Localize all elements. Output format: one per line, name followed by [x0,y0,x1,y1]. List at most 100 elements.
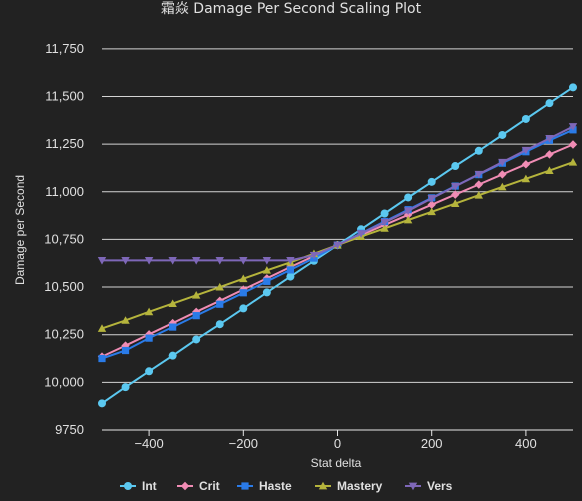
data-point-mastery [545,166,554,175]
data-point-int [521,114,530,123]
data-point-crit [427,200,436,209]
y-tick-label: 10,500 [44,279,84,294]
data-point-haste [98,354,106,363]
y-tick-label: 11,000 [45,184,84,199]
data-point-mastery [121,316,130,324]
data-point-vers [451,183,460,191]
data-point-haste [239,289,247,297]
data-point-vers [239,256,248,265]
data-point-crit [521,160,531,169]
x-axis-title: Stat delta [311,456,362,470]
data-point-int [145,367,154,376]
data-point-mastery [239,274,248,283]
data-point-vers [97,256,107,265]
data-point-int [192,335,201,344]
data-point-int [569,83,577,92]
data-point-mastery [168,299,177,308]
legend-item-vers[interactable]: Vers [405,479,453,493]
data-point-mastery [427,207,436,216]
series-lines [97,83,578,408]
data-point-mastery [215,282,224,291]
data-point-vers [168,256,177,265]
data-point-crit [568,140,578,149]
data-point-vers [215,256,224,265]
data-point-haste [145,334,153,342]
y-tick-label: 9750 [55,422,84,437]
legend-item-mastery[interactable]: Mastery [315,479,383,493]
data-point-vers [286,256,295,265]
data-point-int [474,146,483,155]
legend-item-int[interactable]: Int [120,479,157,493]
data-point-vers [262,256,272,265]
data-point-vers [380,218,389,227]
legend-label-crit: Crit [199,479,220,493]
data-point-haste [263,277,271,285]
chart-title: 霜焱 Damage Per Second Scaling Plot [161,1,422,17]
legend-marker-crit [180,481,190,491]
x-axis: −400 −200 0 200 400 [102,429,573,451]
data-point-mastery [380,224,389,232]
data-point-vers [427,195,436,203]
data-point-int [121,383,130,392]
data-point-int [98,399,106,408]
data-point-crit [474,180,483,189]
legend-marker-vers [408,482,418,491]
data-point-int [215,320,224,329]
data-point-int [286,272,295,281]
data-point-mastery [192,291,201,299]
data-point-vers [403,207,413,216]
data-point-vers [144,256,154,265]
data-point-vers [192,256,201,265]
legend: Int Crit Haste Mastery Vers [120,479,453,493]
y-tick-label: 10,250 [44,327,84,342]
legend-label-int: Int [142,479,157,493]
x-tick-label: −200 [229,436,258,451]
data-point-int [262,288,271,297]
y-tick-label: 11,250 [45,136,84,151]
data-point-vers [474,170,483,179]
y-tick-label: 11,500 [45,88,84,103]
data-point-int [545,99,554,108]
x-tick-label: 400 [515,436,537,451]
data-point-haste [216,300,224,308]
data-point-vers [521,146,531,155]
data-point-haste [192,312,200,320]
data-point-mastery [97,324,107,332]
y-axis-title: Damage per Second [13,175,27,285]
data-point-vers [356,230,366,238]
grid-lines [102,48,573,431]
series-vers [97,123,578,265]
data-point-mastery [451,199,460,207]
data-point-mastery [262,266,272,274]
legend-label-haste: Haste [259,479,292,493]
legend-marker-int [124,482,132,490]
data-point-int [498,130,507,139]
data-point-int [168,351,177,360]
legend-item-crit[interactable]: Crit [177,479,220,493]
y-tick-label: 10,750 [44,231,84,246]
legend-label-vers: Vers [427,479,453,493]
data-point-int [451,162,460,171]
data-point-mastery [474,190,483,199]
data-point-int [427,177,436,186]
data-point-int [239,304,248,313]
data-point-crit [498,170,507,179]
data-point-mastery [498,182,507,191]
data-point-haste [286,266,294,274]
data-point-int [404,193,413,202]
x-tick-label: 0 [334,436,341,451]
legend-marker-haste [241,482,249,490]
legend-item-haste[interactable]: Haste [237,479,292,493]
data-point-mastery [144,307,154,316]
data-point-mastery [568,158,578,166]
data-point-vers [498,158,507,167]
data-point-vers [545,135,554,143]
data-point-vers [309,251,319,260]
data-point-crit [545,150,554,159]
data-point-haste [121,346,130,355]
data-point-crit [451,190,460,199]
data-point-mastery [403,215,413,224]
y-tick-label: 10,000 [44,374,84,389]
